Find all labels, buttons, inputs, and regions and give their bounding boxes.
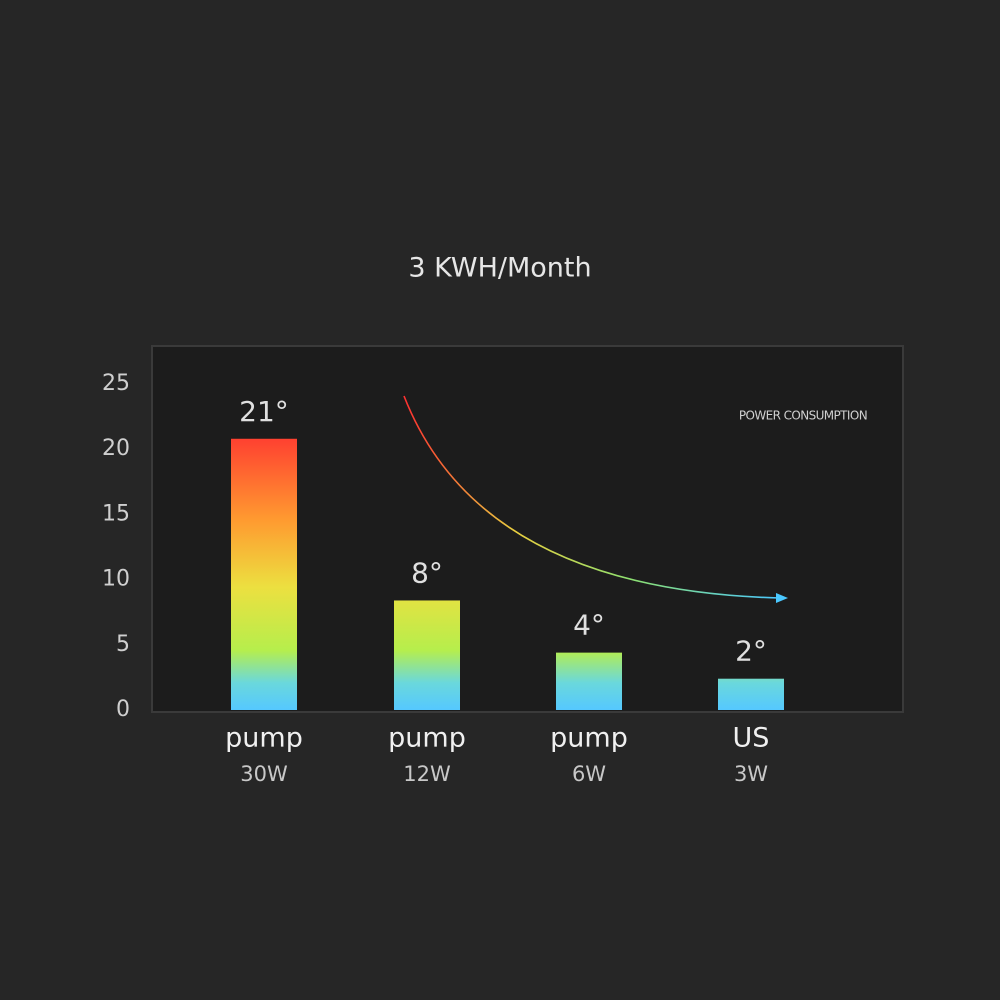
x-sublabel: 3W xyxy=(734,762,768,786)
y-tick-label: 0 xyxy=(116,697,130,722)
value-label: 2° xyxy=(735,635,767,668)
y-tick-label: 20 xyxy=(102,436,130,461)
y-tick-label: 10 xyxy=(102,567,130,592)
y-tick-label: 25 xyxy=(102,371,130,396)
chart-title: 3 KWH/Month xyxy=(408,253,591,284)
value-label: 4° xyxy=(573,609,605,642)
bar xyxy=(231,438,297,710)
annotation: POWER CONSUMPTION xyxy=(739,409,867,423)
arrow-head xyxy=(776,593,788,603)
value-label: 21° xyxy=(239,395,289,428)
x-sublabel: 30W xyxy=(240,762,288,786)
x-sublabel: 6W xyxy=(572,762,606,786)
x-tick-label: pump xyxy=(388,723,466,754)
x-tick-label: pump xyxy=(550,723,628,754)
bar xyxy=(718,678,784,710)
x-sublabel: 12W xyxy=(403,762,451,786)
trend-arrow xyxy=(403,395,781,599)
x-tick-label: pump xyxy=(225,723,303,754)
bar xyxy=(394,600,460,710)
y-tick-label: 15 xyxy=(102,501,130,526)
y-tick-label: 5 xyxy=(116,632,130,657)
bar xyxy=(556,652,622,710)
x-tick-label: US xyxy=(733,723,770,754)
value-label: 8° xyxy=(411,556,443,589)
